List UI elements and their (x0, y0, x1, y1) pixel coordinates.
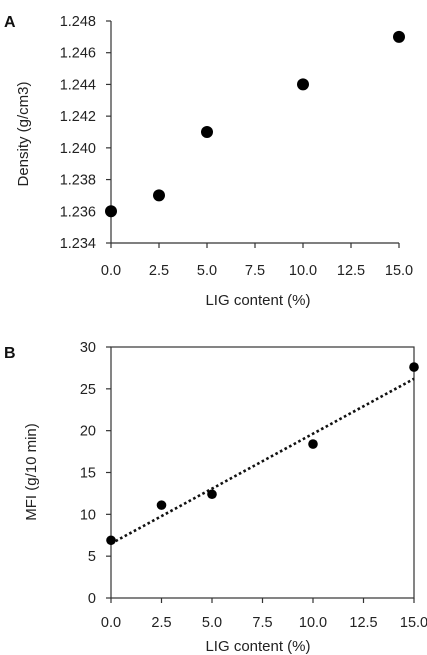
x-tick-label: 0.0 (101, 263, 121, 279)
y-tick-label: 1.240 (60, 141, 96, 157)
x-axis-label-lig-content-a: LIG content (%) (205, 292, 310, 309)
y-tick-label: 30 (80, 340, 96, 356)
x-tick-label: 7.5 (252, 615, 272, 631)
x-tick-label: 7.5 (245, 263, 265, 279)
data-point (201, 126, 213, 138)
y-tick-label: 1.234 (60, 236, 96, 252)
x-tick-label: 2.5 (151, 615, 171, 631)
y-tick-label: 25 (80, 382, 96, 398)
y-tick-label: 1.242 (60, 109, 96, 125)
data-point (393, 31, 405, 43)
y-tick-label: 15 (80, 466, 96, 482)
x-tick-label: 15.0 (400, 615, 427, 631)
y-tick-label: 1.238 (60, 173, 96, 189)
panel-b-mfi-chart: B MFI (g/10 min) LIG content (%) 0 5 10 15 2… (4, 340, 427, 655)
data-point (106, 535, 116, 545)
x-tick-label: 15.0 (385, 263, 413, 279)
panel-letter-a: A (4, 14, 16, 31)
panel-letter-b: B (4, 345, 16, 362)
y-axis-label-density: Density (g/cm3) (15, 81, 32, 186)
x-tick-label: 12.5 (349, 615, 377, 631)
y-tick-label: 0 (88, 591, 96, 607)
x-tick-label: 12.5 (337, 263, 365, 279)
y-tick-label: 5 (88, 549, 96, 565)
x-tick-label: 2.5 (149, 263, 169, 279)
y-tick-label: 1.236 (60, 204, 96, 220)
x-tick-label: 5.0 (197, 263, 217, 279)
data-point (409, 362, 419, 372)
data-point (105, 205, 117, 217)
x-tick-label: 10.0 (289, 263, 317, 279)
y-tick-label: 20 (80, 424, 96, 440)
y-tick-label: 1.248 (60, 14, 96, 30)
y-axis-label-mfi: MFI (g/10 min) (23, 423, 40, 521)
plot-frame (111, 347, 414, 598)
linear-trendline (111, 379, 414, 544)
y-tick-label: 1.246 (60, 46, 96, 62)
data-point (297, 78, 309, 90)
data-point (157, 500, 167, 510)
data-point (153, 189, 165, 201)
x-tick-label: 0.0 (101, 615, 121, 631)
y-tick-label: 10 (80, 507, 96, 523)
x-axis-label-lig-content-b: LIG content (%) (205, 638, 310, 655)
data-point (308, 439, 318, 449)
x-tick-label: 10.0 (299, 615, 327, 631)
y-tick-label: 1.244 (60, 77, 96, 93)
x-tick-label: 5.0 (202, 615, 222, 631)
data-point (207, 489, 217, 499)
panel-a-density-chart: A Density (g/cm3) LIG content (%) 1.234 1… (4, 14, 413, 309)
